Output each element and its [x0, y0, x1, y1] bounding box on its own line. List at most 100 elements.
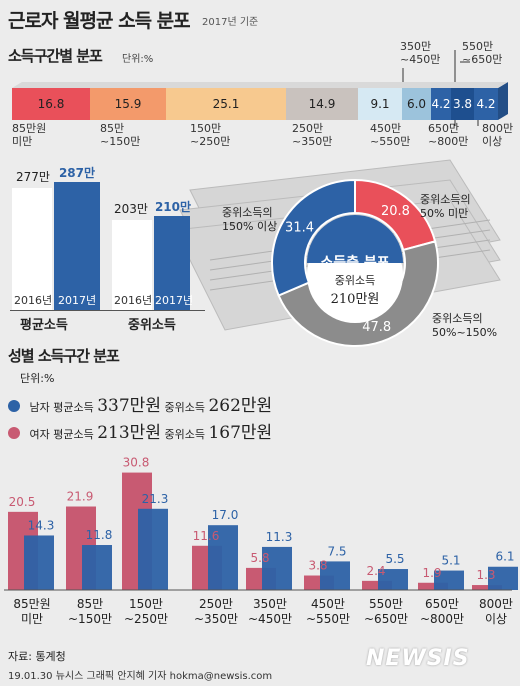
- x-tick-label: 150만: [129, 597, 163, 611]
- donut-slice-value: 31.4: [285, 220, 314, 235]
- bar-male: [208, 525, 238, 590]
- section-title-distribution: 소득구간별 분포: [8, 47, 103, 65]
- bar-male: [82, 545, 112, 590]
- segment-value: 14.9: [308, 97, 336, 111]
- leader-lines: [12, 50, 508, 126]
- legend-female: 여자 평균소득 213만원 중위소득 167만원: [8, 418, 272, 443]
- bar-male: [24, 535, 54, 590]
- bar-female-value: 1.3: [476, 568, 495, 582]
- stack-label-85-under: 85만원 미만: [12, 122, 47, 148]
- stack-label-450-550: 450만 ~550만: [370, 122, 411, 148]
- legend-male: 남자 평균소득 337만원 중위소득 262만원: [8, 391, 272, 416]
- segment-value: 4.2: [431, 97, 451, 111]
- bar-female-value: 1.9: [422, 566, 441, 580]
- bar-female-value: 5.8: [250, 551, 269, 565]
- bar-female: [472, 585, 502, 590]
- bar-female-value: 30.8: [123, 456, 150, 470]
- donut-label-over150: 중위소득의 150% 이상: [222, 206, 278, 233]
- unit-label: 단위:%: [122, 54, 154, 65]
- page-subtitle: 2017년 기준: [202, 17, 259, 28]
- donut-center-cap: [307, 215, 403, 263]
- x-tick-label: 85만: [77, 597, 103, 611]
- donut-slice-value: 20.8: [381, 204, 410, 219]
- segment-value: 15.9: [114, 97, 142, 111]
- avg-2016-year: 2016년: [14, 294, 53, 307]
- newsis-logo: NEWSIS: [366, 646, 470, 671]
- donut-label-under50: 중위소득의 50% 미만: [420, 193, 471, 220]
- x-tick-label: 550만: [369, 597, 403, 611]
- donut-chart: 20.8 47.8 31.4: [271, 178, 439, 347]
- median-2017-bar: [154, 216, 190, 310]
- donut-slice-value: 47.8: [362, 320, 391, 335]
- x-tick-label: ~800만: [420, 612, 464, 626]
- avg-2016-bar: [12, 188, 52, 310]
- bar-male: [488, 566, 518, 590]
- bar-male-value: 6.1: [495, 550, 514, 564]
- segment-800-over: 4.2: [474, 88, 498, 120]
- page-title: 근로자 월평균 소득 분포: [8, 10, 191, 32]
- donut-center-sub2: 210만원: [330, 292, 380, 307]
- avg-2017-value: 287만: [58, 166, 96, 180]
- median-2016-bar: [112, 220, 152, 310]
- segment-value: 3.8: [452, 97, 473, 111]
- bar-male-value: 11.8: [86, 528, 113, 542]
- x-tick-label: 650만: [425, 597, 459, 611]
- stack-label-150-250: 150만 ~250만: [190, 122, 231, 148]
- stack-label-650-800: 650만 ~800만: [428, 122, 469, 148]
- section-title-gender: 성별 소득구간 분포: [8, 347, 120, 365]
- bar-male-value: 14.3: [28, 518, 55, 532]
- x-tick-label: ~550만: [306, 612, 350, 626]
- bar-male-value: 17.0: [212, 508, 239, 522]
- x-tick-label: 미만: [21, 612, 43, 626]
- bar-male: [262, 546, 292, 590]
- x-tick-label: ~150만: [68, 612, 112, 626]
- bar-female-value: 11.6: [193, 529, 220, 543]
- x-tick-label: ~450만: [248, 612, 292, 626]
- segment-value: 16.8: [37, 97, 65, 111]
- segment-650-800: 3.8: [451, 88, 474, 120]
- male-dot-icon: [8, 400, 20, 412]
- top-label-550-650: 550만 ~650만: [462, 40, 503, 66]
- segment-value: 9.1: [370, 97, 390, 111]
- bar-male: [434, 570, 464, 590]
- unit-label-2: 단위:%: [20, 372, 55, 385]
- bar-male-value: 5.5: [385, 552, 404, 566]
- x-tick-label: 85만원: [13, 597, 50, 611]
- bar-male-value: 7.5: [327, 544, 346, 558]
- bar-male: [378, 569, 408, 590]
- median-2017-value: 210만: [154, 200, 192, 214]
- avg-2016-value: 277만: [16, 170, 50, 184]
- segment-85-150: 15.9: [90, 88, 166, 120]
- segment-450-550: 6.0: [402, 88, 431, 120]
- x-tick-label: 450만: [311, 597, 345, 611]
- bar-female: [362, 580, 392, 590]
- bar-female-value: 21.9: [67, 490, 94, 504]
- bar-male: [320, 561, 350, 590]
- x-tick-label: ~350만: [194, 612, 238, 626]
- stack-label-85-150: 85만 ~150만: [100, 122, 141, 148]
- credit-text: 19.01.30 뉴시스 그래픽 안지혜 기자 hokma@newsis.com: [8, 671, 273, 682]
- median-income-label: 중위소득: [128, 318, 176, 333]
- avg-income-label: 평균소득: [20, 318, 68, 333]
- segment-value: 25.1: [212, 97, 240, 111]
- bar-male-value: 5.1: [441, 554, 460, 568]
- bar-male: [138, 508, 168, 590]
- bar-female: [418, 582, 448, 590]
- female-dot-icon: [8, 427, 20, 439]
- donut-slice: [271, 178, 356, 297]
- x-tick-label: 이상: [485, 612, 507, 626]
- stack-label-250-350: 250만 ~350만: [292, 122, 333, 148]
- x-tick-label: 350만: [253, 597, 287, 611]
- donut-center-sub1: 중위소득: [334, 274, 376, 287]
- median-2016-year: 2016년: [114, 294, 153, 307]
- x-tick-label: 250만: [199, 597, 233, 611]
- bar-male-value: 11.3: [266, 530, 293, 544]
- donut-label-50-150: 중위소득의 50%~150%: [432, 312, 498, 339]
- segment-value: 6.0: [406, 97, 427, 111]
- segment-550-650: 4.2: [431, 88, 451, 120]
- source-text: 자료: 통계청: [8, 650, 66, 663]
- x-tick-label: 800만: [479, 597, 513, 611]
- x-tick-label: ~650만: [364, 612, 408, 626]
- segment-value: 4.2: [476, 97, 496, 111]
